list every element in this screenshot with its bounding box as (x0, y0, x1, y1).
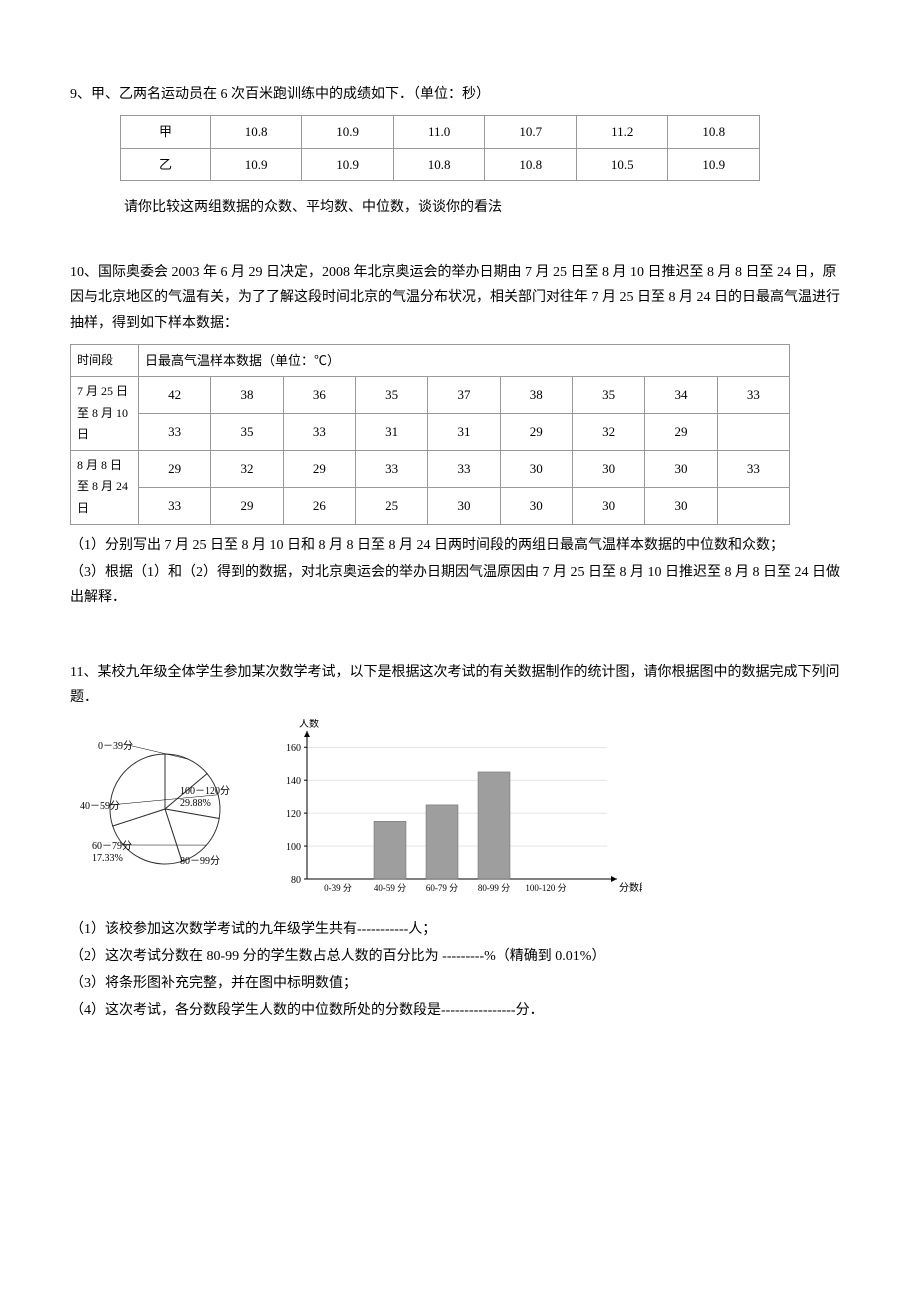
cell: 10.8 (485, 148, 577, 180)
pie-chart: 0－39分 40－59分 60－79分17.33% 80－99分 100－120分29.… (70, 719, 250, 889)
cell: 42 (139, 377, 211, 414)
cell: 33 (717, 450, 789, 487)
cell: 30 (645, 487, 717, 524)
q9-table: 甲 10.8 10.9 11.0 10.7 11.2 10.8 乙 10.9 1… (120, 115, 760, 181)
q10-title: 10、国际奥委会 2003 年 6 月 29 日决定，2008 年北京奥运会的举… (70, 260, 850, 336)
cell: 33 (717, 377, 789, 414)
cell: 25 (355, 487, 427, 524)
cell: 37 (428, 377, 500, 414)
cell: 30 (572, 450, 644, 487)
svg-text:160: 160 (286, 743, 301, 754)
svg-text:0-39 分: 0-39 分 (324, 883, 352, 893)
header-cell: 日最高气温样本数据（单位：℃） (139, 344, 790, 376)
table-row: 7 月 25 日至 8 月 10 日 42 38 36 35 37 38 35 … (71, 377, 790, 414)
cell: 10.9 (302, 116, 394, 148)
cell (717, 414, 789, 451)
table-row: 甲 10.8 10.9 11.0 10.7 11.2 10.8 (121, 116, 760, 148)
svg-text:40－59分: 40－59分 (80, 800, 120, 812)
cell: 10.5 (576, 148, 668, 180)
svg-text:100: 100 (286, 842, 301, 853)
cell (717, 487, 789, 524)
cell: 38 (500, 377, 572, 414)
q11-sub1: （1）该校参加这次数学考试的九年级学生共有-----------人； (70, 917, 850, 942)
cell: 31 (355, 414, 427, 451)
svg-text:80－99分: 80－99分 (180, 855, 220, 867)
cell: 29 (283, 450, 355, 487)
cell: 33 (428, 450, 500, 487)
q9-followup: 请你比较这两组数据的众数、平均数、中位数，谈谈你的看法 (110, 195, 850, 220)
svg-text:140: 140 (286, 776, 301, 787)
cell: 33 (355, 450, 427, 487)
svg-text:0－39分: 0－39分 (98, 740, 133, 752)
table-row: 33 29 26 25 30 30 30 30 (71, 487, 790, 524)
cell: 31 (428, 414, 500, 451)
charts-container: 0－39分 40－59分 60－79分17.33% 80－99分 100－120分29.… (70, 719, 850, 909)
q10-table: 时间段 日最高气温样本数据（单位：℃） 7 月 25 日至 8 月 10 日 4… (70, 344, 790, 525)
cell: 33 (283, 414, 355, 451)
svg-text:120: 120 (286, 809, 301, 820)
header-cell: 时间段 (71, 344, 139, 376)
cell: 10.8 (393, 148, 485, 180)
cell: 36 (283, 377, 355, 414)
cell: 30 (500, 487, 572, 524)
cell: 10.9 (302, 148, 394, 180)
cell: 29 (211, 487, 283, 524)
cell: 32 (211, 450, 283, 487)
svg-text:80: 80 (291, 875, 301, 886)
cell: 30 (428, 487, 500, 524)
period-cell: 8 月 8 日至 8 月 24 日 (71, 450, 139, 524)
cell: 10.9 (668, 148, 760, 180)
cell: 38 (211, 377, 283, 414)
cell: 35 (572, 377, 644, 414)
cell: 32 (572, 414, 644, 451)
cell: 29 (139, 450, 211, 487)
cell: 34 (645, 377, 717, 414)
svg-text:17.33%: 17.33% (92, 853, 123, 864)
q11-sub2: （2）这次考试分数在 80-99 分的学生数占总人数的百分比为 --------… (70, 944, 850, 969)
svg-text:60－79分: 60－79分 (92, 840, 132, 852)
svg-text:人数: 人数 (299, 719, 319, 730)
q10-sub1: （1）分别写出 7 月 25 日至 8 月 10 日和 8 月 8 日至 8 月… (70, 533, 850, 558)
row-label: 乙 (121, 148, 211, 180)
cell: 29 (645, 414, 717, 451)
period-cell: 7 月 25 日至 8 月 10 日 (71, 377, 139, 451)
svg-text:分数段: 分数段 (619, 881, 642, 894)
row-label: 甲 (121, 116, 211, 148)
cell: 35 (211, 414, 283, 451)
table-row: 乙 10.9 10.9 10.8 10.8 10.5 10.9 (121, 148, 760, 180)
svg-text:80-99 分: 80-99 分 (478, 883, 510, 893)
cell: 10.8 (210, 116, 302, 148)
svg-text:29.88%: 29.88% (180, 798, 211, 809)
cell: 10.8 (668, 116, 760, 148)
cell: 30 (645, 450, 717, 487)
cell: 35 (355, 377, 427, 414)
cell: 10.7 (485, 116, 577, 148)
q11-sub3: （3）将条形图补充完整，并在图中标明数值； (70, 971, 850, 996)
bar-chart: 80 100 120 140 160 人数分数段 0-39 分 40-59 分 60-79 分 8… (262, 719, 642, 909)
svg-text:100－120分: 100－120分 (180, 785, 230, 797)
cell: 11.0 (393, 116, 485, 148)
svg-text:100-120 分: 100-120 分 (525, 883, 566, 893)
q11-sub4: （4）这次考试，各分数段学生人数的中位数所处的分数段是-------------… (70, 998, 850, 1023)
cell: 11.2 (576, 116, 668, 148)
cell: 30 (572, 487, 644, 524)
q9-title: 9、甲、乙两名运动员在 6 次百米跑训练中的成绩如下．（单位：秒） (70, 82, 850, 107)
cell: 26 (283, 487, 355, 524)
q10-sub3: （3）根据（1）和（2）得到的数据，对北京奥运会的举办日期因气温原因由 7 月 … (70, 560, 850, 610)
cell: 30 (500, 450, 572, 487)
table-row: 8 月 8 日至 8 月 24 日 29 32 29 33 33 30 30 3… (71, 450, 790, 487)
cell: 10.9 (210, 148, 302, 180)
q11-title: 11、某校九年级全体学生参加某次数学考试，以下是根据这次考试的有关数据制作的统计… (70, 660, 850, 710)
table-header-row: 时间段 日最高气温样本数据（单位：℃） (71, 344, 790, 376)
table-row: 33 35 33 31 31 29 32 29 (71, 414, 790, 451)
cell: 33 (139, 414, 211, 451)
svg-text:60-79 分: 60-79 分 (426, 883, 458, 893)
cell: 29 (500, 414, 572, 451)
cell: 33 (139, 487, 211, 524)
svg-text:40-59 分: 40-59 分 (374, 883, 406, 893)
